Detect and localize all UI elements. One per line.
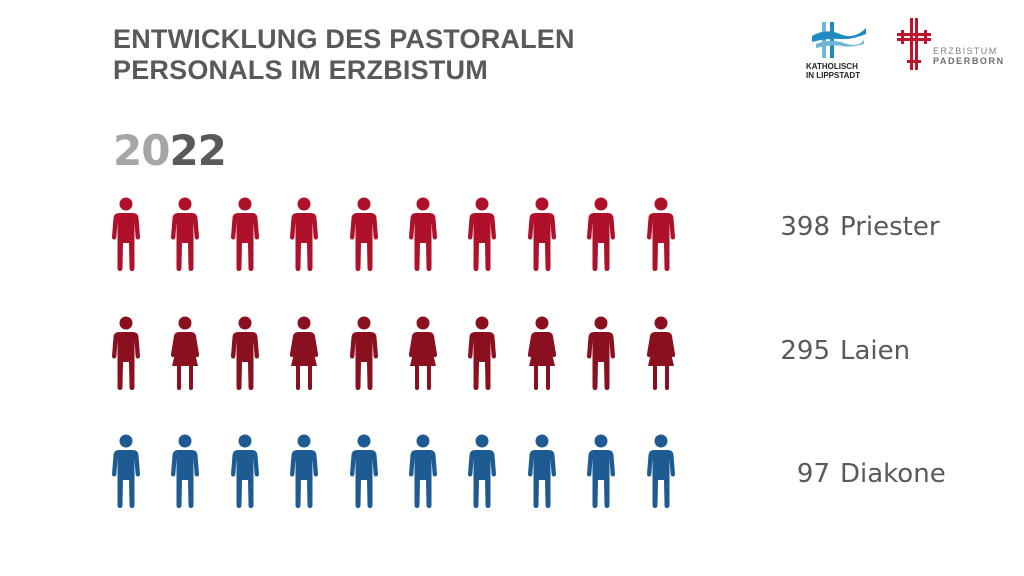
- year-part-2: 22: [169, 126, 226, 175]
- man-figure-icon: [282, 434, 326, 508]
- lippstadt-logo-line-2: IN LIPPSTADT: [806, 71, 861, 80]
- man-figure-icon: [579, 434, 623, 508]
- man-figure-icon: [639, 434, 683, 508]
- word-diakone: Diakone: [840, 459, 946, 489]
- man-figure-icon: [163, 197, 207, 271]
- title-line-1: ENTWICKLUNG DES PASTORALEN: [113, 24, 575, 54]
- woman-figure-icon: [282, 316, 326, 390]
- man-figure-icon: [520, 434, 564, 508]
- man-figure-icon: [579, 197, 623, 271]
- label-laien: 295 Laien: [760, 336, 950, 366]
- katholisch-in-lippstadt-logo: KATHOLISCH IN LIPPSTADT: [806, 18, 866, 82]
- man-figure-icon: [460, 316, 504, 390]
- man-figure-icon: [342, 434, 386, 508]
- woman-figure-icon: [639, 316, 683, 390]
- page-title: ENTWICKLUNG DES PASTORALEN PERSONALS IM …: [113, 24, 575, 86]
- woman-figure-icon: [401, 316, 445, 390]
- man-figure-icon: [342, 197, 386, 271]
- paderborn-logo-line-2: PADERBORN: [933, 56, 1005, 66]
- man-figure-icon: [520, 197, 564, 271]
- year-heading: 2022: [113, 126, 227, 176]
- man-figure-icon: [401, 197, 445, 271]
- paderborn-logo-line-1: ERZBISTUM: [933, 46, 998, 56]
- count-diakone: 97: [796, 459, 830, 489]
- lippstadt-logo-text: KATHOLISCH IN LIPPSTADT: [806, 62, 868, 80]
- word-priester: Priester: [840, 212, 940, 242]
- count-laien: 295: [780, 336, 830, 366]
- man-figure-icon: [342, 316, 386, 390]
- man-figure-icon: [223, 197, 267, 271]
- man-figure-icon: [639, 197, 683, 271]
- woman-figure-icon: [520, 316, 564, 390]
- lippstadt-emblem-icon: [812, 22, 866, 58]
- label-diakone: 97 Diakone: [760, 459, 960, 489]
- man-figure-icon: [104, 316, 148, 390]
- paderborn-cross-icon: [897, 18, 931, 70]
- man-figure-icon: [104, 197, 148, 271]
- row-diakone: [104, 434, 704, 508]
- woman-figure-icon: [163, 316, 207, 390]
- man-figure-icon: [104, 434, 148, 508]
- man-figure-icon: [460, 434, 504, 508]
- label-priester: 398 Priester: [760, 212, 950, 242]
- row-priester: [104, 197, 704, 271]
- man-figure-icon: [579, 316, 623, 390]
- count-priester: 398: [780, 212, 830, 242]
- year-part-1: 20: [113, 126, 170, 175]
- erzbistum-paderborn-logo: ERZBISTUM PADERBORN: [893, 16, 1013, 72]
- man-figure-icon: [223, 434, 267, 508]
- man-figure-icon: [401, 434, 445, 508]
- row-laien: [104, 316, 704, 390]
- word-laien: Laien: [840, 336, 911, 366]
- man-figure-icon: [460, 197, 504, 271]
- man-figure-icon: [163, 434, 207, 508]
- lippstadt-logo-line-1: KATHOLISCH: [806, 62, 858, 71]
- title-line-2: PERSONALS IM ERZBISTUM: [113, 55, 488, 85]
- man-figure-icon: [223, 316, 267, 390]
- man-figure-icon: [282, 197, 326, 271]
- paderborn-logo-text: ERZBISTUM PADERBORN: [933, 46, 1005, 66]
